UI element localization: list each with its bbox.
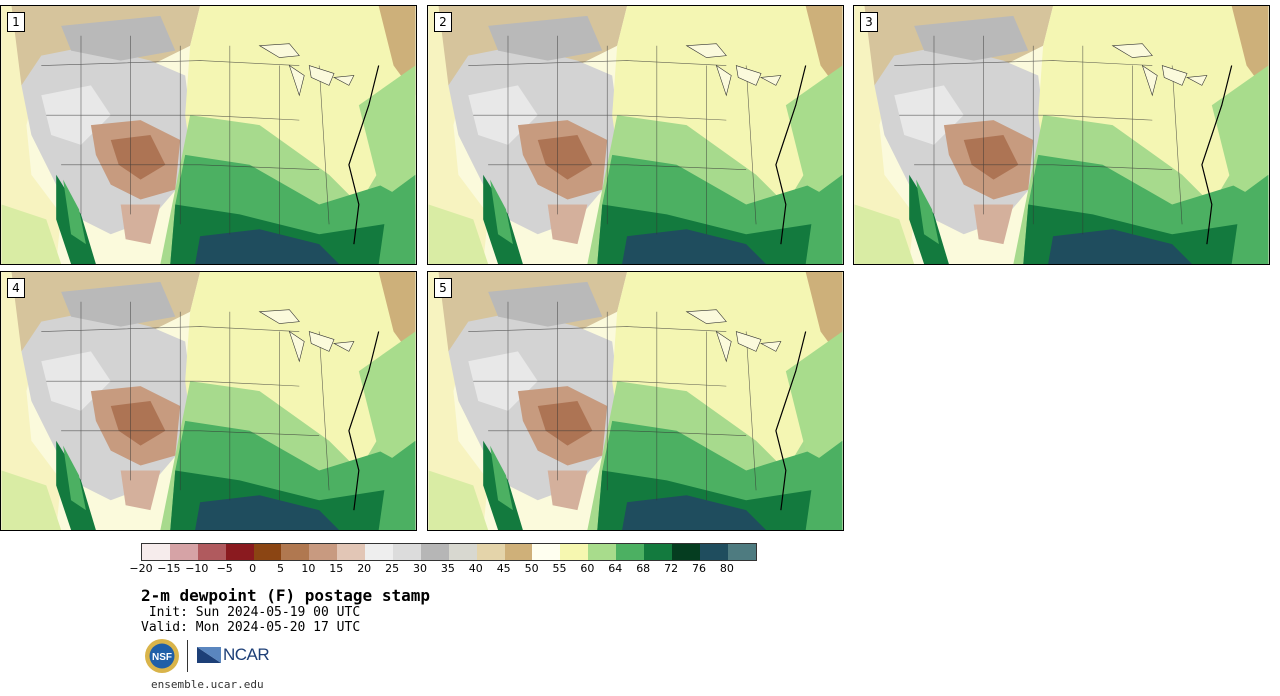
postage-stamp-panel: 5 [427, 271, 844, 531]
colorbar-swatch [225, 544, 254, 560]
colorbar-swatch [448, 544, 477, 560]
colorbar-tick-label: 76 [692, 562, 706, 575]
panel-number: 1 [7, 12, 25, 32]
colorbar-tick-label: 68 [636, 562, 651, 575]
init-time: Init: Sun 2024-05-19 00 UTC [141, 605, 361, 620]
colorbar-swatch [309, 544, 338, 560]
dewpoint-map [428, 6, 843, 264]
colorbar-swatch [365, 544, 394, 560]
valid-time: Valid: Mon 2024-05-20 17 UTC [141, 620, 361, 635]
colorbar-swatch [588, 544, 617, 560]
colorbar-tick-label: −5 [216, 562, 233, 575]
colorbar-swatch [699, 544, 728, 560]
colorbar-tick-label: 45 [496, 562, 511, 575]
colorbar-tick-label: 80 [719, 562, 734, 575]
colorbar-swatch [337, 544, 366, 560]
colorbar-tick-label: 10 [301, 562, 316, 575]
colorbar [141, 543, 757, 561]
postage-stamp-panel: 4 [0, 271, 417, 531]
colorbar-swatch [532, 544, 561, 560]
chart-title: 2-m dewpoint (F) postage stamp [141, 586, 430, 605]
colorbar-swatch [281, 544, 310, 560]
ncar-logo-text: NCAR [223, 645, 270, 664]
website-url: ensemble.ucar.edu [151, 678, 264, 691]
nsf-logo-icon: NSF [145, 639, 179, 673]
dewpoint-map [854, 6, 1269, 264]
colorbar-swatch [644, 544, 672, 560]
colorbar-tick-label: 72 [664, 562, 679, 575]
dewpoint-map [428, 272, 843, 530]
colorbar-swatch [142, 544, 170, 560]
colorbar-swatch [393, 544, 421, 560]
colorbar-swatch [560, 544, 589, 560]
postage-stamp-panel: 1 [0, 5, 417, 265]
colorbar-tick-label: −15 [157, 562, 181, 575]
colorbar-swatch [420, 544, 449, 560]
colorbar-tick-label: −20 [129, 562, 153, 575]
colorbar-tick-labels: −20 −15 −10 −5 0 5 10 15 20 25 30 35 40 45 50 55 60 64 68 7… [129, 562, 757, 578]
panel-number: 4 [7, 278, 25, 298]
ncar-logo: NCAR [197, 643, 277, 667]
panel-number: 3 [860, 12, 878, 32]
logo-divider [187, 640, 188, 672]
colorbar-swatch [253, 544, 282, 560]
colorbar-tick-label: 25 [385, 562, 400, 575]
colorbar-tick-label: 20 [357, 562, 372, 575]
panel-number: 2 [434, 12, 452, 32]
colorbar-swatch [727, 544, 756, 560]
dewpoint-map [1, 6, 416, 264]
colorbar-tick-label: 55 [552, 562, 567, 575]
colorbar-tick-label: 60 [580, 562, 595, 575]
ncar-logo-icon [197, 647, 221, 663]
postage-stamp-panel: 3 [853, 5, 1270, 265]
nsf-logo-text: NSF [152, 652, 172, 663]
panel-number: 5 [434, 278, 452, 298]
colorbar-tick-label: 0 [249, 562, 257, 575]
colorbar-swatch [197, 544, 226, 560]
colorbar-swatch [616, 544, 645, 560]
colorbar-tick-label: −10 [185, 562, 209, 575]
colorbar-tick-label: 35 [440, 562, 455, 575]
colorbar-swatch [504, 544, 533, 560]
dewpoint-map [1, 272, 416, 530]
postage-stamp-panel: 2 [427, 5, 844, 265]
colorbar-tick-label: 50 [524, 562, 539, 575]
colorbar-tick-label: 5 [277, 562, 284, 575]
colorbar-swatch [169, 544, 198, 560]
colorbar-tick-label: 40 [468, 562, 483, 575]
colorbar-tick-label: 30 [413, 562, 427, 575]
colorbar-tick-label: 64 [608, 562, 623, 575]
colorbar-swatch [671, 544, 700, 560]
colorbar-tick-label: 15 [329, 562, 344, 575]
colorbar-swatch [476, 544, 505, 560]
